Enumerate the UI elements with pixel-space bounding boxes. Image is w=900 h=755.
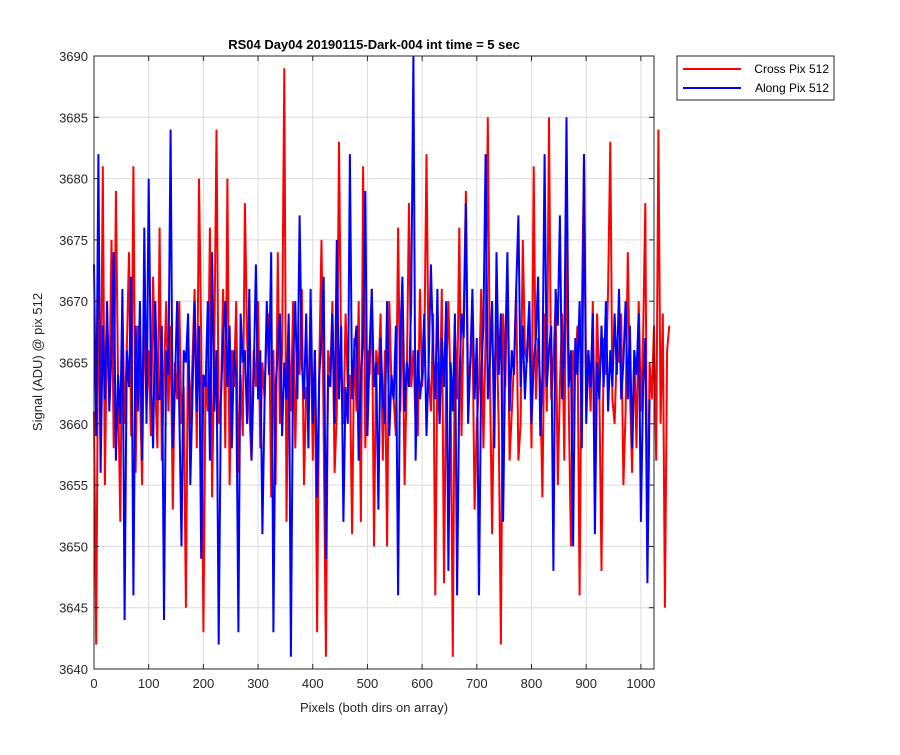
y-tick-label: 3655 — [59, 478, 88, 493]
x-tick-label: 900 — [575, 676, 597, 691]
x-tick-label: 100 — [138, 676, 160, 691]
legend-label-cross: Cross Pix 512 — [754, 62, 829, 76]
y-tick-label: 3645 — [59, 601, 88, 616]
y-tick-label: 3665 — [59, 356, 88, 371]
x-tick-label: 600 — [411, 676, 433, 691]
series-line-along-pix-512 — [93, 55, 651, 657]
legend: Cross Pix 512 Along Pix 512 — [676, 55, 835, 101]
axis-ticks: 0 100 200 300 400 500 600 700 800 900 1000 3640 3645… — [59, 49, 655, 691]
y-tick-label: 3670 — [59, 294, 88, 309]
y-axis-label: Signal (ADU) @ pix 512 — [30, 293, 45, 431]
x-axis-label: Pixels (both dirs on array) — [300, 700, 448, 715]
y-tick-label: 3640 — [59, 662, 88, 677]
x-tick-label: 200 — [193, 676, 215, 691]
y-tick-label: 3690 — [59, 49, 88, 64]
x-tick-label: 500 — [357, 676, 379, 691]
plot-series — [93, 55, 671, 657]
y-tick-label: 3650 — [59, 539, 88, 554]
legend-box — [676, 55, 835, 101]
y-tick-label: 3685 — [59, 110, 88, 125]
y-tick-label: 3660 — [59, 417, 88, 432]
x-tick-label: 400 — [302, 676, 324, 691]
legend-label-along: Along Pix 512 — [755, 81, 829, 95]
y-tick-label: 3675 — [59, 233, 88, 248]
x-tick-label: 300 — [247, 676, 269, 691]
chart-title: RS04 Day04 20190115-Dark-004 int time = … — [228, 37, 520, 52]
y-tick-label: 3680 — [59, 172, 88, 187]
x-tick-label: 800 — [521, 676, 543, 691]
x-tick-label: 0 — [90, 676, 97, 691]
x-tick-label: 1000 — [626, 676, 655, 691]
x-tick-label: 700 — [466, 676, 488, 691]
